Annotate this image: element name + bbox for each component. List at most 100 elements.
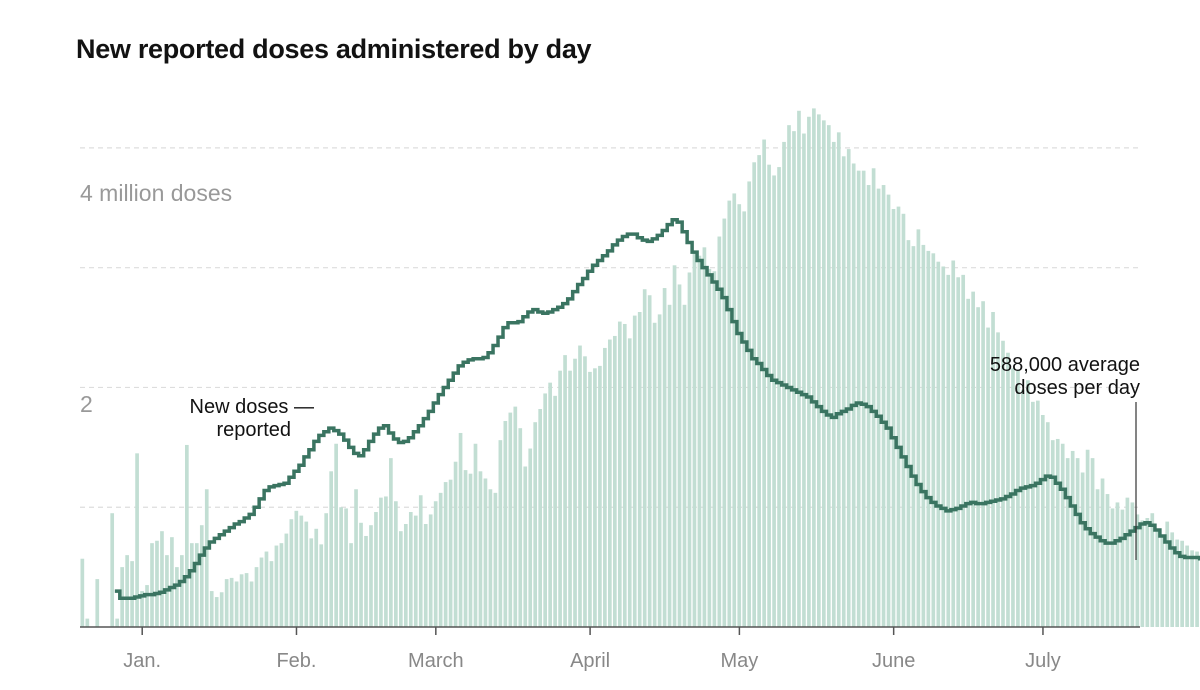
daily-bar <box>966 299 970 627</box>
daily-bar <box>250 581 254 627</box>
daily-bar <box>1041 415 1045 627</box>
daily-bar <box>1121 510 1125 627</box>
daily-bar <box>444 482 448 627</box>
daily-bar <box>812 108 816 627</box>
daily-bar <box>553 396 557 627</box>
daily-bar <box>518 428 522 627</box>
daily-bar <box>359 523 363 627</box>
daily-bar <box>210 591 214 627</box>
daily-bar <box>1036 401 1040 627</box>
daily-bar <box>1056 439 1060 627</box>
daily-bar <box>240 574 244 627</box>
daily-bar <box>693 253 697 627</box>
daily-bar <box>294 511 298 627</box>
daily-bar <box>489 489 493 627</box>
daily-bar <box>1111 508 1115 627</box>
daily-bar <box>817 114 821 627</box>
daily-bar <box>737 204 741 627</box>
daily-bar <box>917 229 921 627</box>
daily-bar <box>230 578 234 627</box>
daily-bar <box>374 512 378 627</box>
daily-bar <box>334 444 338 627</box>
daily-bar <box>454 462 458 627</box>
daily-bar <box>588 372 592 627</box>
daily-bar <box>802 134 806 627</box>
daily-bar <box>852 163 856 627</box>
daily-bar <box>160 531 164 627</box>
average-label-line2: doses per day <box>1014 377 1140 399</box>
daily-bar <box>902 214 906 627</box>
daily-bar <box>349 543 353 627</box>
daily-bar <box>792 131 796 627</box>
daily-bar <box>125 555 129 627</box>
daily-bar <box>573 359 577 627</box>
daily-bar <box>568 371 572 627</box>
daily-bar <box>623 324 627 627</box>
daily-bar <box>638 312 642 627</box>
daily-bar <box>464 470 468 627</box>
daily-bar <box>1081 472 1085 627</box>
daily-bar <box>389 458 393 627</box>
daily-bar <box>543 393 547 627</box>
daily-bar <box>897 207 901 627</box>
daily-bar <box>1106 494 1110 627</box>
daily-bar <box>797 111 801 627</box>
daily-bar <box>1101 478 1105 627</box>
daily-bar <box>927 251 931 627</box>
daily-bar <box>364 536 368 627</box>
daily-bar <box>314 529 318 627</box>
daily-bar <box>95 579 99 627</box>
daily-bar <box>414 516 418 627</box>
x-tick-label: Jan. <box>123 650 161 672</box>
daily-bar <box>1016 371 1020 627</box>
daily-bar <box>752 162 756 627</box>
daily-bar <box>235 581 239 627</box>
daily-bar <box>827 125 831 627</box>
daily-bar <box>1046 422 1050 627</box>
daily-bar <box>110 513 114 627</box>
daily-bar <box>479 471 483 627</box>
daily-bar <box>135 453 139 627</box>
daily-bar <box>892 209 896 627</box>
daily-bar <box>583 356 587 627</box>
daily-bar <box>245 573 249 627</box>
daily-bar <box>976 307 980 627</box>
daily-bar <box>608 340 612 627</box>
daily-bar <box>857 171 861 627</box>
daily-bar <box>936 262 940 627</box>
daily-bar <box>275 546 279 627</box>
daily-bar <box>548 383 552 627</box>
daily-bar <box>329 471 333 627</box>
daily-bar <box>404 524 408 627</box>
daily-bar <box>762 140 766 627</box>
daily-bar <box>941 266 945 627</box>
daily-bar <box>708 269 712 627</box>
daily-bar <box>558 371 562 627</box>
daily-bar <box>578 346 582 627</box>
daily-bar <box>304 522 308 627</box>
daily-bar <box>1071 451 1075 627</box>
daily-bar <box>459 433 463 627</box>
x-tick-label: March <box>408 650 464 672</box>
daily-bar <box>354 489 358 627</box>
daily-bar <box>742 211 746 627</box>
daily-bar <box>494 493 498 627</box>
y-tick-label-4: 4 million doses <box>80 180 232 206</box>
daily-bar <box>643 289 647 627</box>
daily-bar <box>618 322 622 627</box>
daily-bar <box>523 467 527 627</box>
daily-bar <box>912 246 916 627</box>
daily-bar <box>1061 444 1065 627</box>
daily-bar <box>931 253 935 627</box>
daily-bar <box>508 413 512 627</box>
daily-bar <box>777 167 781 627</box>
daily-bar <box>887 195 891 627</box>
daily-bar <box>613 336 617 627</box>
daily-bar <box>747 181 751 627</box>
daily-bar <box>922 245 926 627</box>
daily-bar <box>732 193 736 627</box>
daily-bar <box>951 260 955 627</box>
daily-bar <box>309 538 313 627</box>
daily-bar <box>175 567 179 627</box>
daily-bar <box>877 189 881 627</box>
